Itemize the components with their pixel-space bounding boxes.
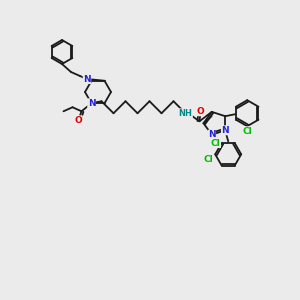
Text: N: N — [83, 74, 91, 83]
Text: O: O — [75, 116, 83, 125]
Text: N: N — [88, 99, 95, 108]
Text: Cl: Cl — [203, 155, 213, 164]
Text: O: O — [196, 107, 204, 116]
Text: N: N — [221, 126, 229, 135]
Text: Cl: Cl — [242, 127, 252, 136]
Text: N: N — [208, 130, 216, 139]
Text: NH: NH — [178, 109, 192, 118]
Text: Cl: Cl — [211, 139, 220, 148]
